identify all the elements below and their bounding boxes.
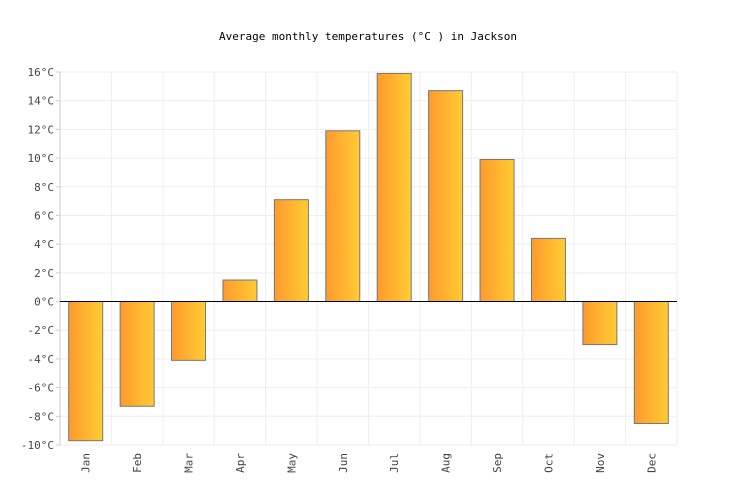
bar-apr — [222, 279, 258, 303]
x-tick-label: Mar — [183, 453, 196, 473]
y-tick-label: 8°C — [34, 181, 54, 194]
x-tick-label: Oct — [542, 453, 555, 473]
bar-jun — [325, 130, 361, 303]
bar-sep — [479, 159, 515, 303]
y-tick-label: 10°C — [28, 152, 55, 165]
y-tick-label: 4°C — [34, 238, 54, 251]
bar-jan — [68, 301, 104, 442]
x-tick-label: Apr — [234, 453, 247, 473]
y-tick-label: 14°C — [28, 95, 55, 108]
x-tick-label: Jan — [80, 453, 93, 473]
bar-feb — [119, 301, 155, 407]
chart-title: Average monthly temperatures (°C ) in Ja… — [219, 30, 517, 43]
x-tick-label: Nov — [594, 453, 607, 473]
y-tick-label: 6°C — [34, 209, 54, 222]
y-tick-label: -10°C — [21, 439, 54, 452]
x-tick-label: Jul — [388, 453, 401, 473]
x-axis-ticks: Jan Feb Mar Apr May Jun Jul Aug Sep Oct Nov Dec — [80, 453, 659, 473]
y-axis-ticks: -10°C -8°C -6°C -4°C -2°C 0°C 2°C 4°C 6°C 8°C 10°C… — [21, 66, 54, 452]
bar-oct — [530, 237, 566, 303]
x-tick-label: Aug — [440, 453, 453, 473]
x-tick-label: Dec — [645, 453, 658, 473]
axes — [56, 71, 677, 446]
bar-aug — [428, 90, 464, 303]
y-tick-label: -6°C — [28, 382, 55, 395]
bar-nov — [582, 301, 618, 346]
y-tick-label: -2°C — [28, 324, 55, 337]
x-tick-label: Jun — [337, 453, 350, 473]
y-tick-label: -4°C — [28, 353, 55, 366]
x-tick-label: Feb — [131, 453, 144, 473]
y-tick-label: 16°C — [28, 66, 55, 79]
x-tick-label: May — [285, 453, 298, 473]
bar-jul — [376, 72, 412, 303]
bar-mar — [171, 301, 207, 361]
y-tick-label: 12°C — [28, 123, 55, 136]
y-tick-label: 2°C — [34, 267, 54, 280]
y-tick-label: -8°C — [28, 410, 55, 423]
x-tick-label: Sep — [491, 453, 504, 473]
bar-may — [273, 199, 309, 303]
y-tick-label: 0°C — [34, 296, 54, 309]
bar-dec — [633, 301, 669, 424]
